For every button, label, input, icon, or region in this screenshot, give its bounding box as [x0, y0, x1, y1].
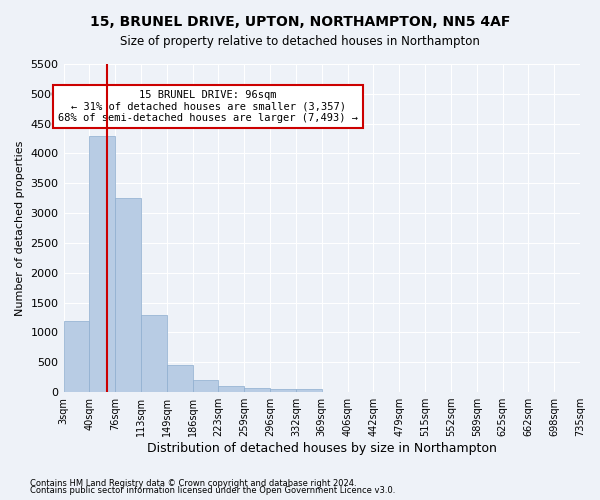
X-axis label: Distribution of detached houses by size in Northampton: Distribution of detached houses by size …: [147, 442, 497, 455]
Text: 15, BRUNEL DRIVE, UPTON, NORTHAMPTON, NN5 4AF: 15, BRUNEL DRIVE, UPTON, NORTHAMPTON, NN…: [90, 15, 510, 29]
Bar: [270, 389, 296, 392]
Bar: [167, 365, 193, 392]
Bar: [244, 388, 270, 392]
Text: 15 BRUNEL DRIVE: 96sqm
← 31% of detached houses are smaller (3,357)
68% of semi-: 15 BRUNEL DRIVE: 96sqm ← 31% of detached…: [58, 90, 358, 124]
Bar: [64, 320, 89, 392]
Bar: [89, 136, 115, 392]
Text: Contains public sector information licensed under the Open Government Licence v3: Contains public sector information licen…: [30, 486, 395, 495]
Text: Contains HM Land Registry data © Crown copyright and database right 2024.: Contains HM Land Registry data © Crown c…: [30, 478, 356, 488]
Bar: [193, 380, 218, 392]
Bar: [115, 198, 141, 392]
Text: Size of property relative to detached houses in Northampton: Size of property relative to detached ho…: [120, 35, 480, 48]
Bar: [141, 314, 167, 392]
Bar: [218, 386, 244, 392]
Bar: [296, 389, 322, 392]
Y-axis label: Number of detached properties: Number of detached properties: [15, 140, 25, 316]
